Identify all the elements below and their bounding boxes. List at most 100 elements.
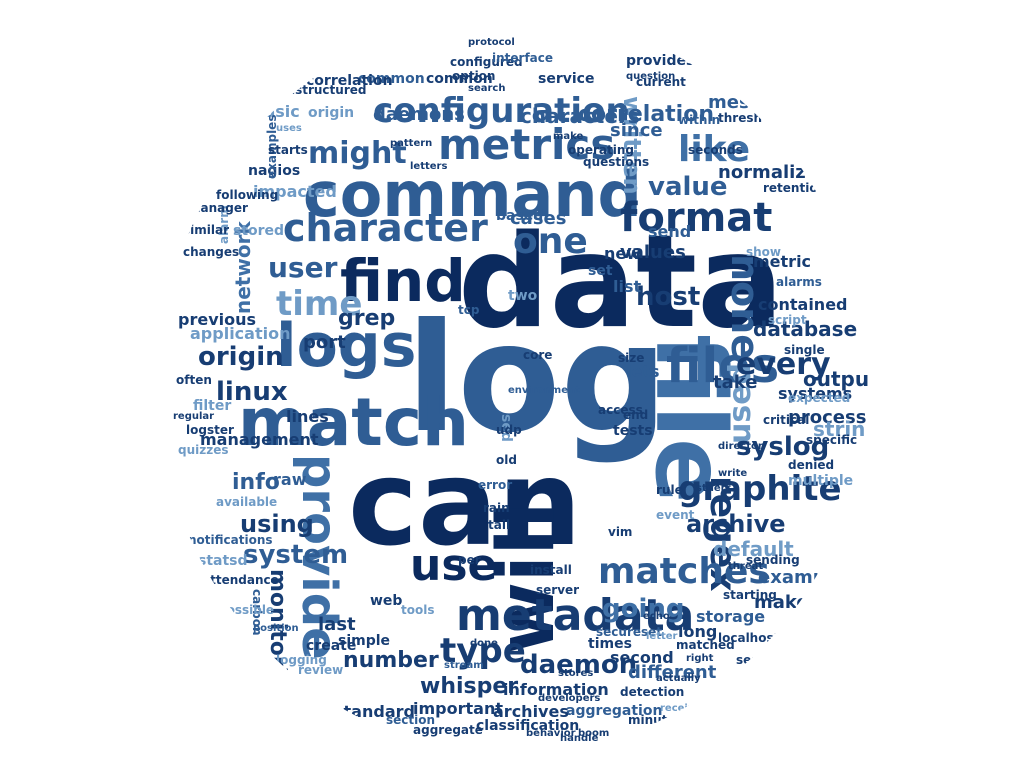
cloud-word: default bbox=[713, 537, 794, 561]
cloud-word: information bbox=[503, 680, 609, 699]
cloud-word: daemons bbox=[373, 104, 465, 125]
cloud-word: web bbox=[370, 593, 403, 609]
cloud-word: starting bbox=[723, 588, 777, 602]
cloud-word: server bbox=[536, 583, 580, 597]
cloud-word: application bbox=[190, 324, 291, 343]
cloud-word: search bbox=[468, 83, 506, 94]
cloud-word: going bbox=[602, 594, 685, 624]
cloud-word: raw bbox=[273, 470, 307, 489]
cloud-word: logster bbox=[186, 423, 234, 437]
cloud-word: send bbox=[648, 222, 692, 241]
cloud-word: questions bbox=[583, 155, 650, 169]
cloud-word: done bbox=[470, 638, 498, 649]
cloud-word: logging bbox=[276, 653, 327, 667]
cloud-word: simple bbox=[338, 633, 391, 649]
cloud-word: previous bbox=[178, 310, 257, 329]
cloud-word: provides bbox=[626, 53, 695, 69]
cloud-word: attendance bbox=[202, 573, 279, 587]
cloud-word: might bbox=[308, 136, 407, 171]
cloud-word: agenda bbox=[638, 733, 680, 744]
cloud-word: whisper bbox=[420, 674, 519, 699]
cloud-word: time bbox=[276, 284, 363, 324]
cloud-word: systems bbox=[778, 384, 853, 403]
cloud-word: threshold bbox=[718, 111, 783, 125]
cloud-word: basic bbox=[253, 102, 300, 121]
cloud-word: user bbox=[268, 251, 338, 284]
cloud-word: new bbox=[604, 244, 642, 263]
cloud-word: last bbox=[318, 614, 356, 635]
cloud-word: echo bbox=[643, 611, 670, 622]
cloud-word: detection bbox=[620, 685, 685, 699]
cloud-word: characters bbox=[520, 104, 640, 128]
cloud-word: host bbox=[636, 282, 701, 312]
cloud-word: value bbox=[648, 172, 728, 202]
cloud-word: long bbox=[678, 622, 718, 641]
cloud-word: uses bbox=[276, 123, 302, 134]
cloud-word: storage bbox=[696, 607, 766, 626]
cloud-word: create bbox=[306, 638, 357, 654]
cloud-word: end bbox=[623, 408, 649, 422]
cloud-word: configured bbox=[450, 55, 523, 69]
cloud-word: threat bbox=[728, 561, 764, 572]
cloud-word: stores bbox=[558, 668, 594, 679]
cloud-word: info bbox=[232, 470, 280, 495]
cloud-word: localhost bbox=[718, 631, 780, 645]
cloud-word: correlation bbox=[578, 102, 714, 127]
cloud-word: find bbox=[340, 247, 466, 315]
cloud-word: syslog bbox=[736, 432, 830, 462]
cloud-word: number bbox=[343, 648, 439, 673]
cloud-word: every bbox=[736, 347, 831, 382]
cloud-word: install bbox=[530, 563, 572, 577]
cloud-word: service bbox=[538, 71, 595, 87]
cloud-word: core bbox=[523, 348, 553, 362]
cloud-word: process bbox=[788, 407, 867, 428]
cloud-word: size bbox=[618, 351, 645, 365]
cloud-word: origin bbox=[198, 342, 284, 372]
cloud-word: type bbox=[440, 631, 526, 671]
cloud-word: correlation bbox=[306, 73, 393, 89]
cloud-word: times bbox=[588, 636, 632, 652]
cloud-word: archive bbox=[686, 510, 786, 538]
cloud-word: section bbox=[386, 713, 436, 727]
cloud-word: based bbox=[496, 208, 544, 224]
cloud-word: normalized bbox=[718, 162, 831, 183]
cloud-word: cases bbox=[510, 208, 567, 229]
cloud-word: metrics bbox=[438, 120, 616, 169]
cloud-word: rule bbox=[656, 483, 683, 497]
cloud-word: udp bbox=[496, 423, 522, 437]
cloud-word: old bbox=[496, 453, 517, 467]
cloud-word: since bbox=[610, 120, 663, 141]
cloud-word: configuration bbox=[373, 91, 630, 131]
cloud-word: unstructured bbox=[278, 83, 367, 97]
cloud-word: common bbox=[358, 71, 425, 87]
cloud-word: seconds bbox=[688, 143, 743, 157]
cloud-word: event bbox=[656, 508, 695, 522]
cloud-word: important bbox=[413, 699, 503, 718]
cloud-word: nagios bbox=[248, 163, 301, 179]
cloud-word: list bbox=[613, 277, 642, 296]
cloud-word: position bbox=[253, 623, 299, 634]
cloud-word: two bbox=[508, 288, 538, 304]
cloud-word: write bbox=[718, 468, 748, 479]
cloud-word: stderr bbox=[696, 483, 731, 494]
cloud-word: right bbox=[686, 653, 714, 664]
cloud-word: similar bbox=[183, 223, 230, 237]
cloud-word: denied bbox=[788, 458, 835, 472]
word-cloud-circle: data log can command file find logs matc… bbox=[158, 14, 868, 754]
cloud-word: sending bbox=[746, 553, 800, 567]
cloud-word: daemon bbox=[520, 650, 638, 680]
cloud-word: question bbox=[626, 71, 676, 82]
cloud-word: metadata bbox=[456, 590, 695, 641]
cloud-word: origin bbox=[308, 105, 355, 121]
cloud-word: starts bbox=[268, 143, 308, 157]
cloud-word: sensu bbox=[736, 653, 776, 667]
cloud-word: graphite bbox=[678, 469, 842, 509]
cloud-word: behavior bbox=[526, 728, 576, 739]
cloud-word: something bbox=[668, 718, 728, 729]
cloud-word: tools bbox=[401, 603, 435, 617]
cloud-word: often bbox=[176, 373, 212, 387]
cloud-word: match bbox=[238, 384, 469, 461]
cloud-word: output bbox=[803, 367, 868, 391]
cloud-word: like bbox=[678, 129, 751, 170]
cloud-word: following bbox=[216, 188, 279, 202]
